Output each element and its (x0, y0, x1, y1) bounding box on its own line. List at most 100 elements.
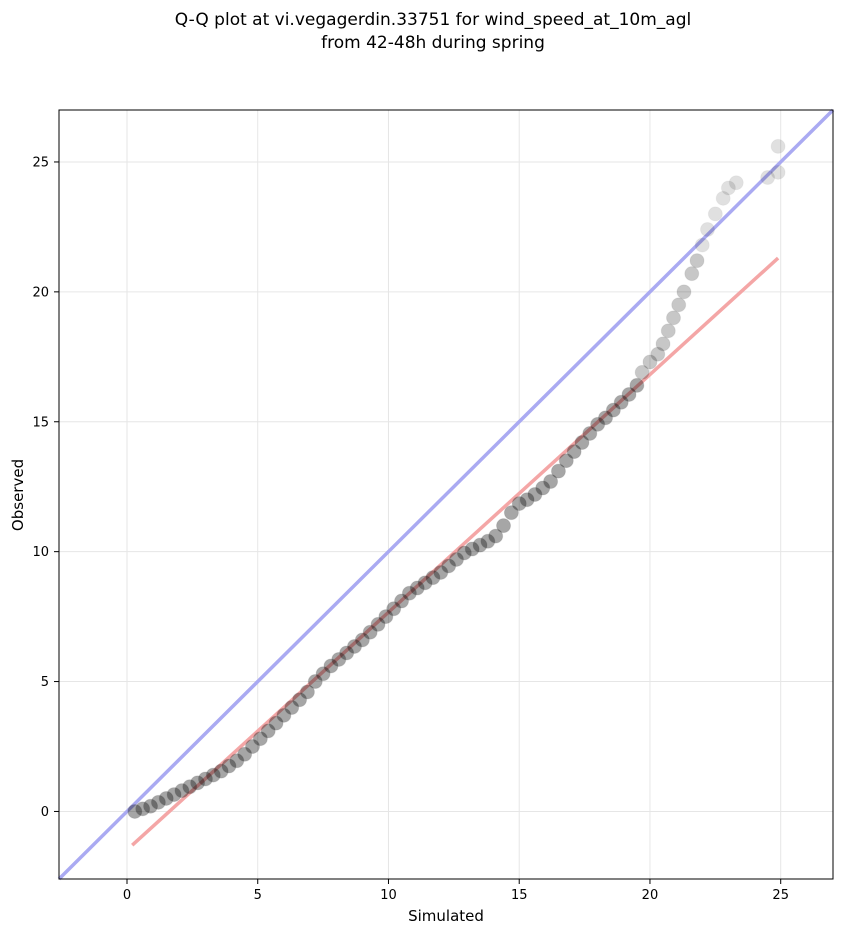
one-to-one-line (57, 108, 835, 881)
chart-title-line-1: Q-Q plot at vi.vegagerdin.33751 for wind… (175, 10, 691, 30)
quantile-point (496, 518, 512, 534)
quantile-point (425, 570, 441, 586)
grid-lines (59, 110, 833, 879)
y-tick-label: 10 (32, 545, 49, 560)
y-tick-label: 25 (32, 155, 49, 170)
data-points (127, 138, 786, 819)
x-tick-label: 5 (254, 888, 262, 903)
quantile-point (605, 402, 621, 418)
quantile-point (441, 558, 457, 574)
quantile-point (197, 771, 213, 787)
y-tick-label: 5 (41, 675, 49, 690)
quantile-point (543, 474, 559, 490)
quantile-point (143, 798, 159, 814)
quantile-point (150, 794, 166, 810)
quantile-point (519, 492, 535, 508)
y-tick-label: 20 (32, 285, 49, 300)
quantile-point (409, 580, 425, 596)
quantile-point (205, 767, 221, 783)
quantile-point (166, 787, 182, 803)
quantile-point (511, 496, 527, 512)
quantile-point (245, 739, 260, 755)
quantile-point (394, 593, 410, 609)
quantile-point (252, 731, 268, 747)
quantile-point (229, 753, 245, 769)
quantile-point (770, 138, 786, 154)
x-tick-label: 25 (772, 888, 789, 903)
quantile-point (292, 692, 308, 708)
quantile-point (634, 364, 650, 380)
chart-title-line-2: from 42-48h during spring (321, 33, 545, 53)
quantile-point (182, 779, 198, 795)
quantile-point (660, 323, 676, 339)
quantile-point (456, 545, 472, 561)
quantile-point (346, 638, 362, 654)
quantile-point (464, 541, 480, 557)
quantile-point (276, 707, 292, 723)
quantile-point (655, 336, 671, 352)
quantile-point (386, 601, 402, 617)
quantile-point (684, 266, 700, 282)
y-tick-label: 15 (32, 415, 49, 430)
quantile-point (299, 684, 315, 700)
quantile-point (676, 284, 692, 300)
x-tick-label: 15 (511, 888, 528, 903)
quantile-point (158, 790, 174, 806)
quantile-point (135, 801, 151, 817)
quantile-point (671, 297, 687, 313)
quantile-point (417, 575, 433, 591)
x-axis-label: Simulated (408, 907, 484, 925)
x-tick-label: 20 (642, 888, 659, 903)
quantile-point (582, 425, 598, 441)
y-axis-label: Observed (9, 459, 27, 531)
quantile-point (190, 775, 206, 791)
quantile-point (707, 206, 723, 222)
quantile-point (760, 170, 776, 186)
quantile-point (433, 564, 449, 580)
quantile-point (694, 237, 710, 253)
quantile-point (590, 416, 606, 432)
quantile-point (720, 180, 736, 196)
quantile-point (574, 435, 590, 451)
quantile-point (213, 763, 229, 779)
quantile-point (527, 487, 543, 502)
quantile-point (448, 551, 464, 567)
quantile-point (323, 658, 339, 674)
y-axis-ticks: 0 5 10 15 20 25 (32, 155, 59, 820)
quantile-point (315, 666, 331, 682)
x-tick-label: 0 (123, 888, 131, 903)
quantile-point (715, 190, 731, 206)
quantile-point (550, 463, 566, 479)
quantile-point (535, 480, 551, 496)
quantile-point (472, 537, 488, 553)
quantile-point (598, 410, 614, 426)
quantile-point (339, 645, 355, 661)
quantile-point (699, 222, 715, 238)
quantile-point (480, 533, 496, 549)
quantile-point (503, 505, 519, 521)
quantile-point (770, 164, 786, 180)
quantile-point (378, 609, 394, 625)
quantile-point (621, 386, 637, 402)
quantile-point (268, 715, 284, 731)
y-tick-label: 0 (41, 805, 49, 820)
quantile-point (362, 624, 378, 640)
quantile-point (284, 700, 300, 716)
quantile-point (629, 377, 645, 393)
quantile-point (127, 803, 143, 819)
quantile-point (650, 346, 666, 362)
quantile-point (331, 651, 347, 667)
reference-lines (57, 108, 835, 881)
quantile-point (689, 253, 705, 269)
quantile-point (488, 528, 504, 544)
quantile-point (642, 354, 658, 370)
quantile-point (221, 758, 237, 774)
x-tick-label: 10 (380, 888, 397, 903)
x-axis-ticks: 0 5 10 15 20 25 (123, 879, 789, 903)
quantile-point (354, 632, 370, 648)
quantile-point (613, 394, 629, 410)
quantile-point (260, 723, 276, 739)
quantile-point (370, 616, 386, 632)
quantile-point (558, 453, 574, 469)
